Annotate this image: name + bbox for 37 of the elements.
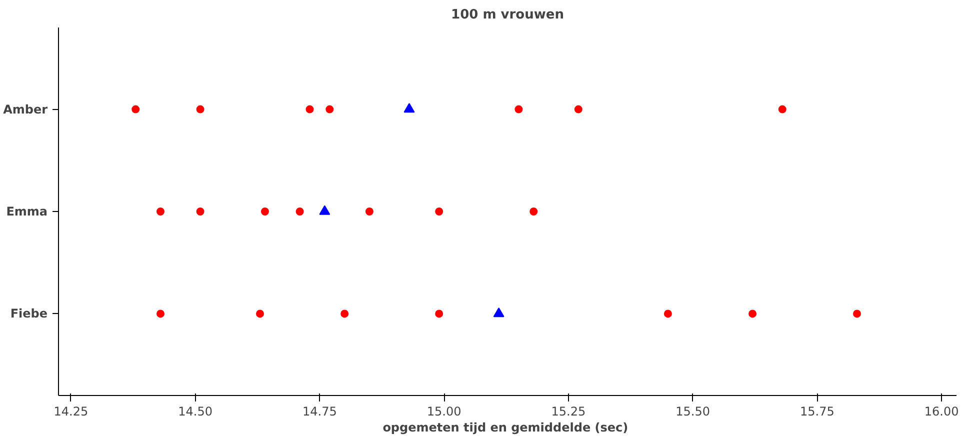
y-tick-label: Emma	[6, 204, 48, 218]
point	[404, 103, 415, 113]
point	[260, 208, 269, 216]
point	[493, 307, 504, 318]
point	[296, 208, 304, 216]
x-tick-label: 15.00	[426, 404, 462, 418]
point	[514, 105, 523, 114]
point	[319, 205, 330, 215]
point	[435, 310, 444, 318]
x-tick-label: 14.75	[302, 404, 337, 418]
x-tick-label: 14.25	[54, 404, 88, 418]
x-tick-label: 16.00	[924, 404, 959, 418]
point	[326, 105, 334, 114]
x-tick-label: 14.50	[178, 404, 212, 418]
point	[196, 208, 204, 216]
chart-title: 100 m vrouwen	[451, 8, 564, 22]
x-tick-label: 15.75	[800, 404, 834, 418]
point	[530, 208, 538, 216]
point	[435, 208, 444, 216]
x-tick-label: 15.25	[551, 404, 586, 418]
point	[365, 208, 374, 216]
point	[132, 105, 140, 114]
x-tick-label: 15.50	[676, 404, 710, 418]
point	[156, 310, 164, 318]
point	[778, 105, 786, 114]
point	[256, 310, 264, 318]
point	[748, 310, 757, 318]
point	[156, 208, 164, 216]
point	[340, 310, 349, 318]
point	[574, 105, 582, 114]
point	[853, 310, 861, 318]
point	[306, 105, 314, 114]
y-tick-label: Fiebe	[10, 306, 48, 321]
x-axis-title: opgemeten tijd en gemiddelde (sec)	[382, 420, 628, 434]
point	[664, 310, 672, 318]
point	[196, 105, 204, 114]
y-tick-label: Amber	[3, 102, 48, 116]
